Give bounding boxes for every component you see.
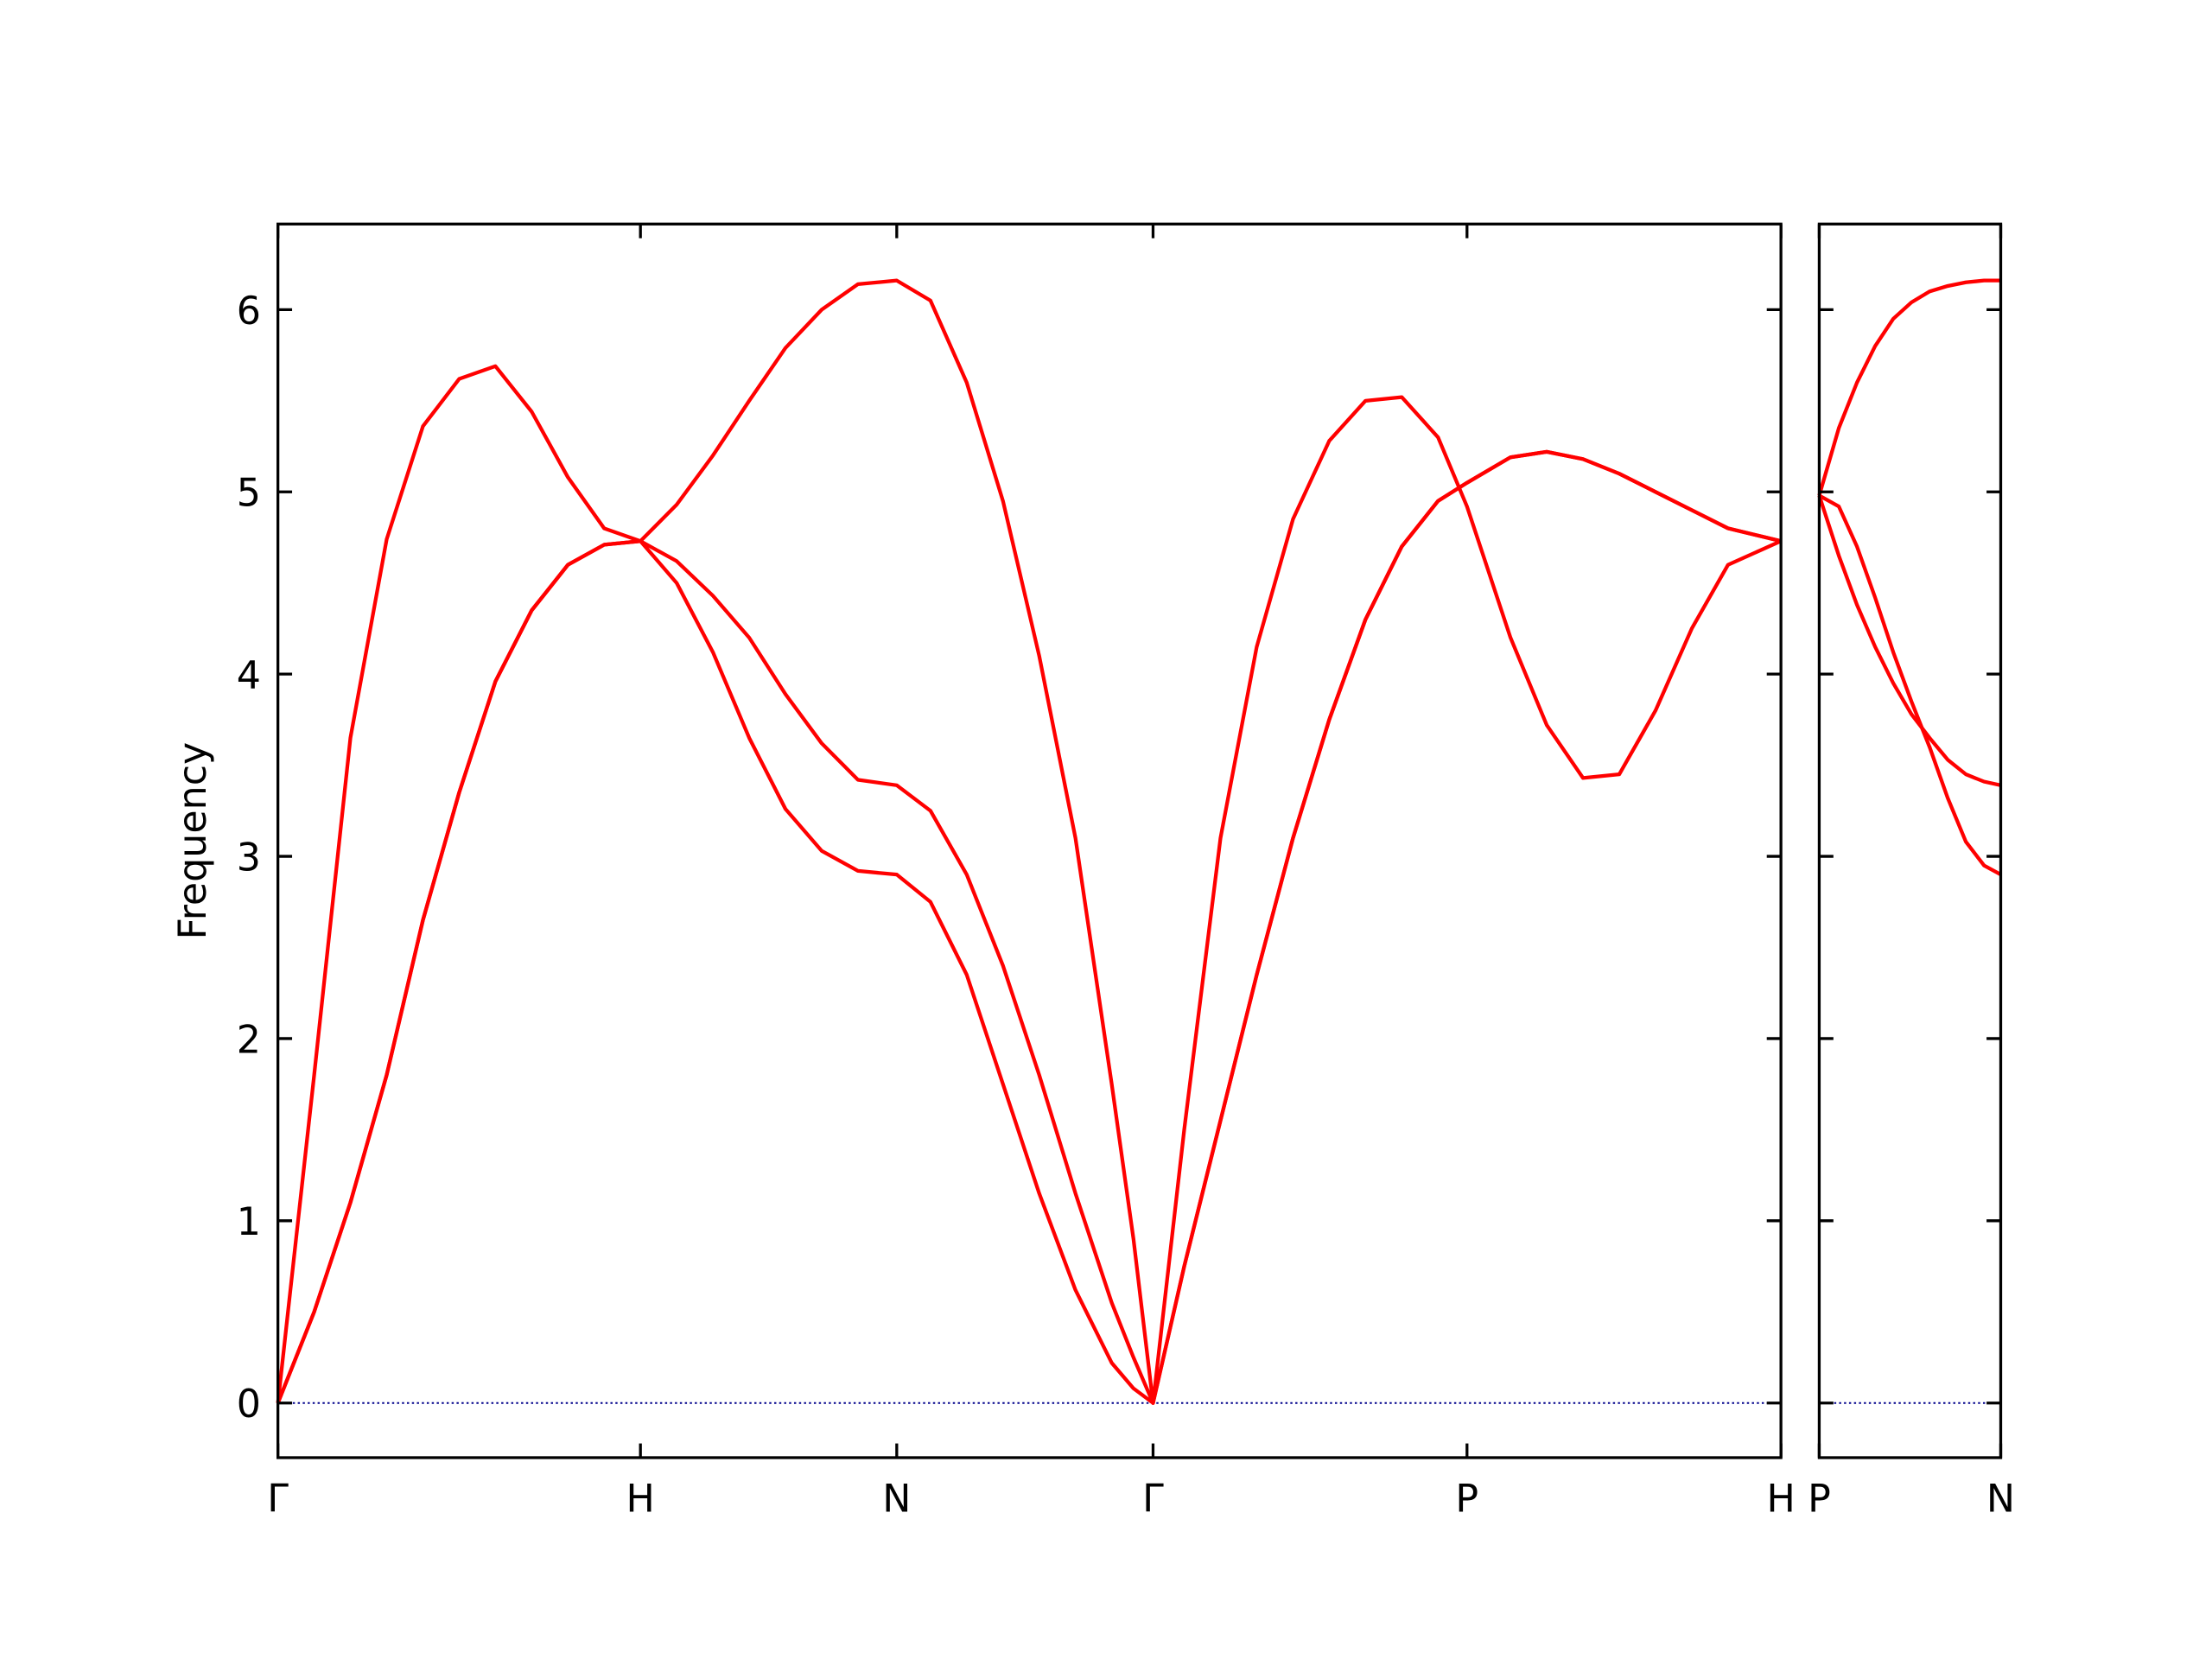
x-tick-label: N: [1986, 1477, 2015, 1521]
x-tick-label: P: [1808, 1477, 1831, 1521]
plot-frame: [276, 222, 1783, 1459]
x-tick-label: H: [626, 1477, 655, 1521]
y-tick-label: 2: [237, 1018, 261, 1062]
plot-frame: [1817, 222, 2003, 1459]
band-line: [1817, 494, 2001, 787]
x-tick-label: N: [882, 1477, 911, 1521]
y-tick-label: 3: [237, 836, 261, 880]
band-line: [276, 278, 1782, 1405]
x-tick-label: H: [1766, 1477, 1795, 1521]
y-tick-label: 0: [237, 1382, 261, 1427]
band-line: [1818, 493, 2002, 877]
x-tick-label: Γ: [1142, 1477, 1164, 1521]
band-line: [276, 449, 1782, 1405]
band-line: [1817, 278, 2001, 497]
y-tick-label: 5: [237, 472, 261, 516]
x-tick-label: P: [1455, 1477, 1478, 1521]
y-tick-label: 4: [237, 654, 261, 698]
y-axis-label: Frequency: [171, 742, 215, 940]
y-tick-label: 6: [237, 289, 261, 334]
x-tick-label: Γ: [267, 1477, 289, 1521]
y-tick-label: 1: [237, 1200, 261, 1244]
